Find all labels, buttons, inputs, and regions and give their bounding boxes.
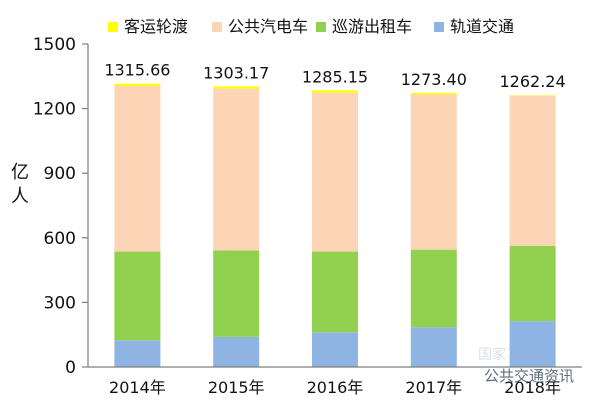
- bar-segment: [312, 332, 358, 367]
- legend-swatch: [108, 22, 118, 32]
- bar-segment: [312, 92, 358, 252]
- bar-segment: [410, 94, 457, 250]
- bar-stack: [410, 92, 457, 367]
- bar-segment: [114, 340, 161, 367]
- bar-segment: [312, 251, 358, 333]
- legend-label: 巡游出租车: [332, 17, 412, 36]
- total-label: 1273.40: [401, 70, 467, 89]
- bar-segment: [213, 86, 260, 89]
- bar-segment: [114, 251, 161, 341]
- legend-swatch: [434, 22, 444, 32]
- bar-segment: [509, 245, 556, 322]
- bar-segment: [312, 90, 358, 93]
- bar-segment: [410, 327, 457, 367]
- total-label: 1285.15: [302, 67, 368, 86]
- watermark-faint-text: 国家: [478, 346, 506, 363]
- bar-segment: [410, 92, 457, 95]
- watermark: 国家 公共交通资讯: [478, 346, 574, 385]
- total-label: 1303.17: [203, 63, 269, 82]
- legend-label: 轨道交通: [450, 17, 514, 36]
- y-axis: 0 300 600 900 1200 1500: [33, 35, 89, 378]
- x-axis: 2014年 2015年 2016年 2017年 2018年: [88, 366, 582, 397]
- bar-stack: [312, 90, 358, 367]
- legend-swatch: [212, 22, 222, 32]
- bars: [114, 83, 556, 367]
- legend-swatch: [316, 22, 326, 32]
- y-tick-label: 300: [44, 293, 76, 313]
- y-tick-label: 900: [44, 164, 76, 184]
- total-label: 1262.24: [500, 72, 566, 91]
- y-axis-label: 亿人: [11, 162, 29, 207]
- y-tick-label: 600: [44, 229, 76, 249]
- x-tick-label: 2017年: [405, 378, 462, 397]
- x-tick-label: 2015年: [208, 378, 265, 397]
- bar-segment: [213, 250, 260, 337]
- bar-stack: [213, 86, 260, 367]
- x-tick-label: 2016年: [307, 378, 364, 397]
- y-tick-label: 0: [65, 358, 76, 378]
- bar-segment: [509, 95, 556, 246]
- bar-segment: [114, 83, 161, 86]
- bar-stack: [114, 83, 161, 367]
- legend: 客运轮渡 公共汽电车 巡游出租车 轨道交通: [108, 17, 514, 36]
- total-labels: 1315.66 1303.17 1285.15 1273.40 1262.24: [104, 61, 565, 92]
- legend-label: 客运轮渡: [124, 17, 188, 36]
- bar-segment: [213, 336, 260, 367]
- total-label: 1315.66: [104, 61, 170, 80]
- watermark-text: 公共交通资讯: [484, 367, 574, 385]
- y-axis-label-char: 亿: [11, 162, 29, 183]
- bar-segment: [114, 85, 161, 252]
- y-axis-label-char: 人: [11, 186, 29, 207]
- bar-segment: [410, 249, 457, 328]
- bar-segment: [213, 88, 260, 251]
- bar-stack: [509, 95, 556, 367]
- y-tick-label: 1500: [33, 35, 76, 55]
- bar-segment: [509, 321, 556, 367]
- y-tick-label: 1200: [33, 100, 76, 120]
- legend-label: 公共汽电车: [228, 17, 308, 36]
- x-tick-label: 2014年: [109, 378, 166, 397]
- x-tick-label: 2018年: [504, 378, 561, 397]
